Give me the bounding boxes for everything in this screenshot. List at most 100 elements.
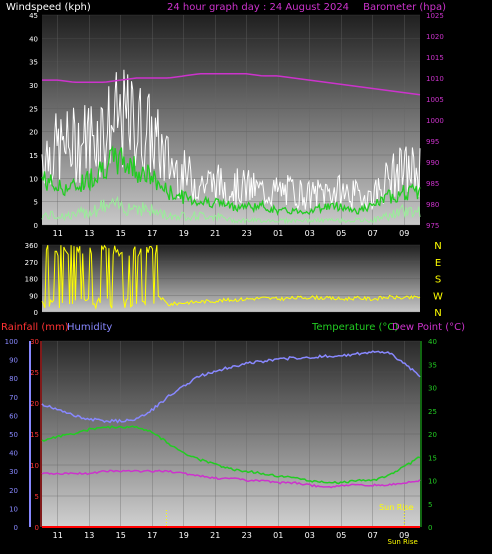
wind-x-tick-label: 01: [273, 229, 283, 238]
wind-x-tick-label: 23: [242, 229, 252, 238]
rainfall-y-tick-label: 25: [30, 369, 39, 377]
wind-x-tick-label: 03: [305, 229, 315, 238]
barometer-y-tick-label: 985: [426, 180, 439, 188]
temperature-x-tick-label: 03: [305, 531, 315, 540]
temperature-x-tick-label: 11: [53, 531, 63, 540]
humidity-y-tick-label: 0: [14, 524, 18, 532]
barometer-y-tick-label: 995: [426, 138, 439, 146]
humidity-y-tick-label: 90: [9, 357, 18, 365]
rainfall-axis-title: Rainfall (mm): [1, 322, 69, 333]
temperature-x-tick-label: 17: [147, 531, 157, 540]
temperature-y-tick-label: 0: [428, 524, 432, 532]
humidity-y-tick-label: 40: [9, 450, 18, 458]
barometer-y-tick-label: 980: [426, 201, 439, 209]
barometer-series: [42, 73, 421, 96]
windspeed-gust-series: [41, 69, 421, 211]
temperature-x-tick-label: 01: [273, 531, 283, 540]
wind-x-tick-label: 05: [336, 229, 346, 238]
humidity-y-tick-label: 100: [5, 338, 18, 346]
windspeed-axis-title: Windspeed (kph): [6, 2, 91, 13]
barometer-y-tick-label: 1025: [426, 12, 444, 20]
humidity-axis-title: Humidity: [67, 322, 112, 333]
wind-direction-series: [41, 244, 421, 310]
wind-x-tick-label: 07: [368, 229, 378, 238]
direction-y-tick-label: 180: [25, 276, 38, 284]
temperature-y-tick-label: 35: [428, 361, 437, 369]
barometer-y-tick-label: 1005: [426, 96, 444, 104]
temperature-y-tick-label: 5: [428, 501, 432, 509]
rainfall-y-tick-label: 5: [35, 493, 39, 501]
direction-y-tick-label: 270: [25, 259, 38, 267]
wind-chart: 0510152025303540459759809859909951000100…: [29, 12, 444, 238]
compass-label: N: [434, 241, 441, 252]
windspeed-low-series: [41, 195, 421, 225]
direction-y-tick-label: 360: [25, 242, 38, 250]
rainfall-y-tick-label: 10: [30, 462, 39, 470]
temperature-series: [41, 425, 421, 485]
compass-label: W: [433, 291, 443, 302]
barometer-y-tick-label: 1000: [426, 117, 444, 125]
wind-x-tick-label: 15: [116, 229, 126, 238]
wind-y-tick-label: 0: [34, 222, 38, 230]
temperature-y-tick-label: 15: [428, 454, 437, 462]
humidity-y-tick-label: 30: [9, 468, 18, 476]
wind-x-tick-label: 17: [147, 229, 157, 238]
temperature-y-tick-label: 30: [428, 385, 437, 393]
rainfall-y-tick-label: 20: [30, 400, 39, 408]
temperature-y-tick-label: 25: [428, 408, 437, 416]
temperature-x-tick-label: 13: [84, 531, 94, 540]
direction-y-tick-label: 0: [34, 309, 38, 317]
wind-y-tick-label: 45: [29, 12, 38, 20]
sun-rise-label: Sun Rise: [379, 503, 414, 512]
humidity-y-tick-label: 20: [9, 487, 18, 495]
dewpoint-series: [41, 469, 421, 489]
wind-y-tick-label: 15: [29, 152, 38, 160]
dewpoint-axis-title: Dew Point (°C): [392, 322, 465, 333]
wind-y-tick-label: 35: [29, 59, 38, 67]
temperature-x-tick-label: 23: [242, 531, 252, 540]
wind-x-tick-label: 11: [53, 229, 63, 238]
temperature-axis-title: Temperature (°C): [311, 322, 398, 333]
wind-x-tick-label: 13: [84, 229, 94, 238]
compass-label: S: [435, 275, 441, 286]
temperature-chart: 0510152025300102030405060708090100051015…: [5, 338, 437, 546]
wind-x-tick-label: 21: [210, 229, 220, 238]
humidity-series: [41, 350, 421, 424]
windspeed-average-series: [41, 145, 421, 217]
barometer-axis-title: Barometer (hpa): [363, 2, 446, 13]
temperature-x-tick-label: 19: [179, 531, 189, 540]
humidity-y-tick-label: 50: [9, 431, 18, 439]
barometer-y-tick-label: 990: [426, 159, 439, 167]
humidity-y-tick-label: 80: [9, 375, 18, 383]
chart-title: 24 hour graph day : 24 August 2024: [167, 2, 349, 13]
temperature-y-tick-label: 40: [428, 338, 437, 346]
temperature-x-tick-label: 15: [116, 531, 126, 540]
barometer-y-tick-label: 975: [426, 222, 439, 230]
rainfall-y-tick-label: 15: [30, 431, 39, 439]
rainfall-y-tick-label: 30: [30, 338, 39, 346]
compass-label: E: [435, 258, 441, 269]
direction-y-tick-label: 90: [29, 292, 38, 300]
barometer-y-tick-label: 1015: [426, 54, 444, 62]
sun-rise-x-label: Sun Rise: [388, 538, 418, 546]
wind-y-tick-label: 10: [29, 175, 38, 183]
rainfall-y-tick-label: 0: [35, 524, 39, 532]
wind-y-tick-label: 40: [29, 35, 38, 43]
temperature-x-tick-label: 05: [336, 531, 346, 540]
temperature-x-tick-label: 07: [368, 531, 378, 540]
temperature-x-tick-label: 21: [210, 531, 220, 540]
barometer-y-tick-label: 1020: [426, 33, 444, 41]
humidity-y-tick-label: 10: [9, 505, 18, 513]
wind-y-tick-label: 25: [29, 105, 38, 113]
wind-plot-area: [42, 15, 420, 225]
compass-label: N: [434, 308, 441, 319]
wind-x-tick-label: 09: [399, 229, 409, 238]
barometer-y-tick-label: 1010: [426, 75, 444, 83]
humidity-y-tick-label: 60: [9, 412, 18, 420]
wind-y-tick-label: 5: [34, 199, 38, 207]
wind-y-tick-label: 30: [29, 82, 38, 90]
temperature-y-tick-label: 10: [428, 478, 437, 486]
wind-x-tick-label: 19: [179, 229, 189, 238]
